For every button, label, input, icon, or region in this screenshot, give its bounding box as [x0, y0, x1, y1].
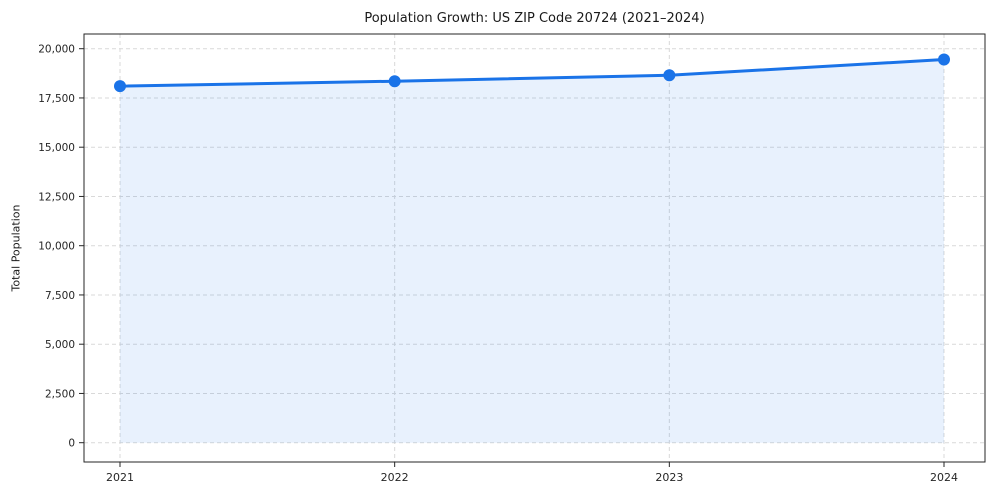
y-tick-label: 10,000	[38, 241, 75, 253]
area-fill	[120, 59, 944, 443]
y-tick-label: 20,000	[38, 44, 75, 56]
y-tick-label: 5,000	[45, 339, 75, 351]
data-point-2023	[663, 69, 676, 82]
data-point-2024	[938, 53, 950, 66]
y-tick-label: 2,500	[45, 388, 75, 400]
x-tick-label: 2024	[930, 471, 958, 484]
x-tick-label: 2021	[106, 471, 134, 484]
data-point-2021	[114, 80, 126, 93]
y-tick-label: 15,000	[38, 142, 75, 154]
axes-spines	[83, 33, 986, 463]
x-tick-label: 2022	[381, 471, 409, 484]
x-tick-label: 2023	[655, 471, 683, 484]
data-line	[118, 58, 946, 88]
y-axis-label: Total Population	[9, 204, 23, 292]
y-tick-label: 7,500	[45, 290, 75, 302]
y-tick-label: 12,500	[38, 191, 75, 203]
y-tick-label: 17,500	[38, 93, 75, 105]
chart-title: Population Growth: US ZIP Code 20724 (20…	[364, 11, 705, 26]
data-point-2022	[388, 75, 401, 88]
y-tick-label: 0	[68, 438, 75, 450]
